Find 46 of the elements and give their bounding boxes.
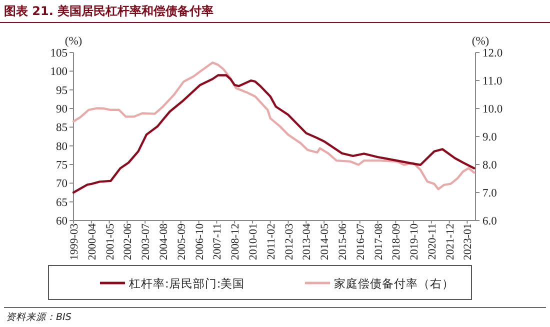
y2-tick-label: 10.0 xyxy=(482,104,503,116)
y-tick-label: 65 xyxy=(56,196,68,209)
y-tick-label: 90 xyxy=(56,104,68,116)
x-tick-label: 2012-03 xyxy=(283,223,296,260)
y2-tick-label: 9.0 xyxy=(482,132,498,144)
x-tick-label: 2004-08 xyxy=(158,223,170,260)
y-axis-title: (%) xyxy=(64,36,82,48)
legend-label: 家庭偿债备付率（右） xyxy=(334,276,454,290)
x-tick-label: 2020-11 xyxy=(426,224,438,260)
y2-axis-title: (%) xyxy=(472,36,490,48)
y2-tick-label: 6.0 xyxy=(482,216,498,228)
x-tick-label: 2023-01 xyxy=(462,224,474,260)
x-tick-label: 2021-12 xyxy=(444,224,456,260)
x-tick-label: 2017-08 xyxy=(372,223,385,260)
y-tick-label: 100 xyxy=(50,66,68,78)
y-tick-label: 80 xyxy=(56,140,68,153)
y-tick-label: 75 xyxy=(56,160,68,172)
y2-tick-label: 7.0 xyxy=(482,188,498,200)
x-tick-label: 2002-06 xyxy=(122,223,134,260)
y2-tick-label: 8.0 xyxy=(482,160,498,172)
x-tick-label: 1999-03 xyxy=(68,223,80,260)
x-tick-label: 2013-04 xyxy=(301,223,314,260)
y-tick-label: 60 xyxy=(56,216,68,228)
chart-title: 图表 21. 美国居民杠杆率和偿债备付率 xyxy=(4,4,214,18)
x-tick-label: 2015-06 xyxy=(336,223,349,260)
x-tick-label: 2007-11 xyxy=(212,224,224,260)
y2-tick-label: 12.0 xyxy=(482,48,503,60)
x-tick-label: 2011-02 xyxy=(265,224,278,260)
x-tick-label: 2008-12 xyxy=(230,224,242,260)
legend-label: 杠杆率:居民部门:美国 xyxy=(128,276,245,290)
x-tick-label: 2016-07 xyxy=(354,223,367,260)
y-tick-label: 95 xyxy=(56,84,68,97)
x-tick-label: 2019-10 xyxy=(408,223,421,260)
y-tick-label: 85 xyxy=(56,122,68,134)
x-tick-label: 2006-10 xyxy=(194,223,206,260)
y-tick-label: 70 xyxy=(56,178,68,190)
x-tick-label: 2010-01 xyxy=(247,224,260,260)
x-tick-label: 2000-04 xyxy=(86,223,98,260)
y2-tick-label: 11.0 xyxy=(482,76,502,88)
x-tick-label: 2003-07 xyxy=(140,223,152,260)
x-tick-label: 2005-09 xyxy=(176,223,188,260)
x-tick-label: 2018-09 xyxy=(390,223,403,260)
text: 资料来源：BIS xyxy=(6,312,72,323)
x-tick-label: 2001-05 xyxy=(104,223,116,260)
x-tick-label: 2014-05 xyxy=(319,223,332,260)
y-tick-label: 105 xyxy=(50,48,68,60)
